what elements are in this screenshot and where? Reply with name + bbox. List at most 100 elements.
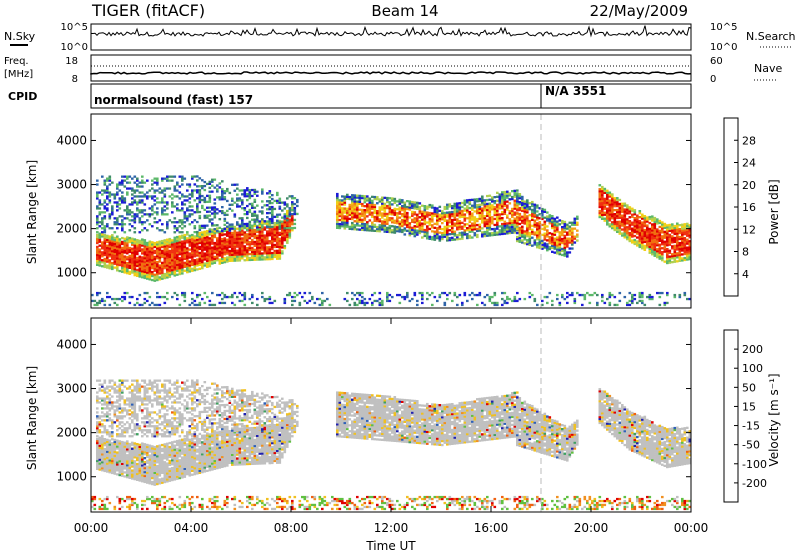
range-gate-cell-3861 — [648, 241, 652, 244]
range-gate-cell-860 — [218, 226, 222, 229]
range-gate-cell-247 — [133, 252, 137, 255]
range-gate-cell-2844 — [466, 209, 469, 212]
range-gate-cell-3087 — [503, 190, 507, 194]
range-gate-cell-3754 — [631, 229, 634, 232]
range-gate-cell-4406 — [466, 299, 469, 303]
range-gate-cell-1480 — [123, 179, 127, 182]
range-gate-cell-1446 — [116, 183, 119, 186]
range-gate-cell-2122 — [336, 224, 339, 227]
range-gate-cell-3760 — [631, 209, 634, 212]
range-gate-cell-3285 — [531, 228, 534, 231]
range-gate-cell-1121 — [258, 230, 262, 233]
range-gate-cell-299 — [138, 465, 142, 468]
range-gate-cell-344 — [146, 243, 149, 247]
range-gate-cell-4393 — [446, 297, 449, 301]
range-gate-cell-364 — [148, 242, 152, 245]
range-gate-cell-3363 — [543, 242, 547, 245]
range-gate-cell-2526 — [408, 230, 412, 233]
range-gate-cell-3003 — [493, 233, 497, 236]
range-gate-cell-438 — [161, 277, 164, 280]
range-gate-cell-1055 — [248, 229, 252, 232]
range-gate-cell-797 — [211, 262, 214, 265]
range-gate-cell-248 — [133, 250, 137, 253]
range-gate-cell-2973 — [488, 232, 492, 235]
range-gate-cell-1554 — [141, 223, 144, 226]
range-gate-cell-263 — [133, 464, 137, 467]
range-gate-cell-759 — [203, 230, 207, 233]
range-gate-cell-2670 — [436, 229, 439, 232]
range-gate-cell-1604 — [153, 191, 157, 194]
range-gate-cell-301 — [141, 250, 144, 253]
range-gate-cell-2912 — [478, 217, 482, 220]
range-gate-cell-3554 — [598, 198, 602, 201]
range-gate-cell-4408 — [471, 297, 474, 301]
range-gate-cell-623 — [183, 233, 187, 237]
range-gate-cell-132 — [116, 247, 119, 250]
range-gate-cell-2709 — [443, 225, 447, 228]
range-gate-cell-3831 — [643, 234, 647, 238]
range-gate-cell-953 — [233, 235, 237, 238]
range-gate-cell-905 — [226, 230, 229, 233]
range-gate-cell-1225 — [273, 230, 277, 233]
range-gate-cell-235 — [128, 448, 132, 452]
range-gate-cell-3761 — [631, 207, 634, 210]
range-gate-cell-2212 — [351, 212, 354, 215]
range-gate-cell-123 — [113, 460, 117, 463]
range-gate-cell-691 — [193, 235, 197, 238]
range-gate-cell-893 — [226, 258, 229, 261]
range-gate-cell-189 — [126, 268, 129, 271]
range-gate-cell-320 — [143, 251, 147, 254]
range-gate-cell-4029 — [673, 254, 677, 257]
range-gate-cell-4058 — [676, 226, 679, 229]
range-gate-cell-3265 — [528, 243, 532, 246]
range-gate-cell-1373 — [101, 189, 104, 192]
range-gate-cell-3484 — [563, 240, 567, 243]
range-gate-cell-1061 — [251, 252, 254, 256]
range-gate-cell-683 — [193, 251, 197, 254]
range-gate-cell-3627 — [611, 221, 614, 224]
range-gate-cell-976 — [238, 257, 242, 260]
range-gate-cell-1302 — [286, 235, 289, 238]
range-gate-cell-2791 — [456, 204, 459, 207]
range-gate-cell-4500 — [608, 295, 612, 299]
range-gate-cell-1368 — [101, 219, 104, 222]
range-gate-cell-1813 — [203, 188, 207, 192]
range-gate-cell-2963 — [486, 214, 489, 217]
range-gate-cell-605 — [181, 236, 184, 239]
range-gate-cell-4455 — [541, 299, 544, 303]
range-gate-cell-1340 — [96, 231, 99, 234]
range-gate-cell-3532 — [573, 235, 577, 238]
range-gate-cell-4168 — [116, 297, 119, 301]
range-gate-cell-2980 — [488, 216, 492, 219]
range-gate-cell-2619 — [426, 235, 429, 238]
range-gate-cell-293 — [138, 477, 142, 480]
range-gate-cell-4327 — [358, 293, 362, 297]
range-gate-cell-1728 — [183, 177, 187, 180]
range-gate-cell-2511 — [403, 201, 407, 204]
range-gate-cell-4112 — [686, 256, 689, 259]
range-gate-cell-2868 — [471, 226, 474, 229]
range-gate-cell-524 — [171, 249, 174, 252]
range-gate-cell-735 — [201, 247, 204, 250]
range-gate-cell-2721 — [446, 231, 449, 234]
range-gate-cell-2073 — [278, 221, 282, 224]
range-gate-cell-584 — [178, 241, 182, 244]
range-gate-cell-4339 — [371, 301, 374, 305]
range-gate-cell-1563 — [141, 185, 144, 188]
range-gate-cell-318 — [141, 466, 144, 469]
range-gate-cell-76 — [106, 450, 109, 453]
range-gate-cell-1439 — [116, 205, 119, 208]
range-gate-cell-2623 — [426, 227, 429, 230]
range-gate-cell-3628 — [611, 217, 614, 220]
range-gate-cell-3072 — [503, 228, 507, 231]
range-gate-cell-3671 — [616, 197, 619, 200]
range-gate-cell-2092 — [286, 203, 289, 206]
range-gate-cell-340 — [143, 462, 147, 466]
range-gate-cell-3708 — [623, 224, 627, 227]
range-gate-cell-2755 — [451, 220, 454, 224]
range-gate-cell-2129 — [336, 210, 339, 214]
range-gate-cell-267 — [133, 454, 137, 457]
range-gate-cell-3830 — [643, 236, 647, 240]
range-gate-cell-2158 — [341, 213, 344, 216]
